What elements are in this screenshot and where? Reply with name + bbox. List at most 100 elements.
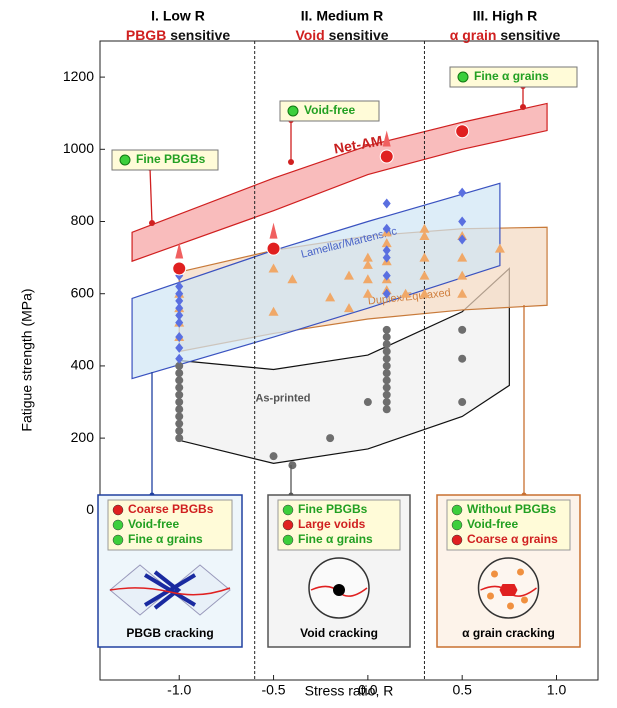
panel-item: Coarse PBGBs: [128, 502, 214, 516]
panel-item: Fine PBGBs: [298, 502, 368, 516]
bands: [131, 102, 548, 465]
region-subtitle: PBGB sensitive: [126, 27, 230, 43]
status-dot: [282, 504, 294, 516]
icon: [109, 587, 231, 596]
point: [382, 347, 391, 356]
region-subtitle: α grain sensitive: [450, 27, 561, 43]
point: [175, 342, 184, 353]
point: [288, 461, 297, 470]
panel-item: Coarse α grains: [467, 532, 558, 546]
point: [382, 376, 391, 385]
region-title: III. High R: [473, 8, 538, 24]
icon: [333, 584, 345, 596]
point: [175, 426, 184, 435]
point: [175, 398, 184, 407]
y-tick-label: 1200: [63, 68, 94, 84]
callout-dot: [520, 104, 526, 110]
point: [382, 340, 391, 349]
status-dot: [457, 71, 469, 83]
status-dot: [112, 534, 124, 546]
point: [175, 369, 184, 378]
y-tick-label: 200: [71, 429, 95, 445]
region-subtitle: Void sensitive: [295, 27, 388, 43]
callout-dot: [288, 159, 294, 165]
panel-caption: PBGB cracking: [126, 626, 213, 640]
panel-caption: Void cracking: [300, 626, 378, 640]
point: [382, 390, 391, 399]
callout-dot: [149, 220, 155, 226]
point: [400, 288, 411, 298]
point: [175, 419, 184, 428]
status-dot: [451, 504, 463, 516]
point: [172, 261, 187, 276]
point: [382, 333, 391, 342]
point: [382, 354, 391, 363]
y-axis-label: Fatigue strength (MPa): [19, 288, 35, 431]
point: [175, 434, 184, 443]
point: [268, 306, 279, 316]
region-title: II. Medium R: [301, 8, 383, 24]
point: [175, 383, 184, 392]
status-dot: [451, 534, 463, 546]
point: [175, 332, 184, 343]
icon: [487, 592, 494, 600]
y-tick-label: 0: [86, 501, 94, 517]
point: [419, 270, 430, 280]
point: [175, 390, 184, 399]
region-rest: sensitive: [496, 27, 560, 43]
x-tick-label: -1.0: [167, 682, 191, 698]
point: [268, 263, 279, 273]
region-keyword: PBGB: [126, 27, 166, 43]
point: [458, 325, 467, 334]
point: [175, 295, 184, 306]
x-tick-label: -0.5: [261, 682, 285, 698]
point: [269, 452, 278, 461]
panel-item: Fine α grains: [298, 532, 373, 546]
x-axis-label: Stress ratio, R: [305, 683, 394, 699]
band: [178, 267, 510, 465]
region-keyword: α grain: [450, 27, 497, 43]
point: [457, 270, 468, 280]
callout-text: Void-free: [304, 103, 355, 117]
point: [457, 252, 468, 262]
panel-list: [107, 499, 233, 551]
point: [175, 361, 184, 370]
point: [458, 234, 467, 245]
point: [175, 317, 184, 328]
point: [363, 398, 372, 407]
point: [175, 412, 184, 421]
panel-list: [277, 499, 401, 551]
point: [175, 353, 184, 364]
status-dot: [119, 154, 131, 166]
panel-list: [446, 499, 571, 551]
point: [458, 354, 467, 363]
icon: [517, 568, 524, 576]
point: [382, 325, 391, 334]
icon: [491, 570, 498, 578]
point: [382, 288, 391, 299]
point: [344, 303, 354, 313]
status-dot: [282, 519, 294, 531]
point: [175, 405, 184, 414]
panel-item: Fine α grains: [128, 532, 203, 546]
status-dot: [282, 534, 294, 546]
point: [382, 369, 391, 378]
arrow: [382, 130, 391, 147]
point: [458, 187, 467, 198]
point: [382, 383, 391, 392]
point: [382, 245, 391, 256]
point: [458, 398, 467, 407]
point: [382, 198, 391, 209]
status-dot: [287, 105, 299, 117]
x-tick-label: 1.0: [547, 682, 567, 698]
point: [379, 149, 394, 164]
callout-box: [449, 66, 578, 88]
region-rest: sensitive: [166, 27, 230, 43]
icon: [507, 602, 514, 610]
region-keyword: Void: [295, 27, 324, 43]
point: [175, 303, 184, 314]
callout-box: [111, 149, 219, 171]
point: [362, 288, 373, 298]
